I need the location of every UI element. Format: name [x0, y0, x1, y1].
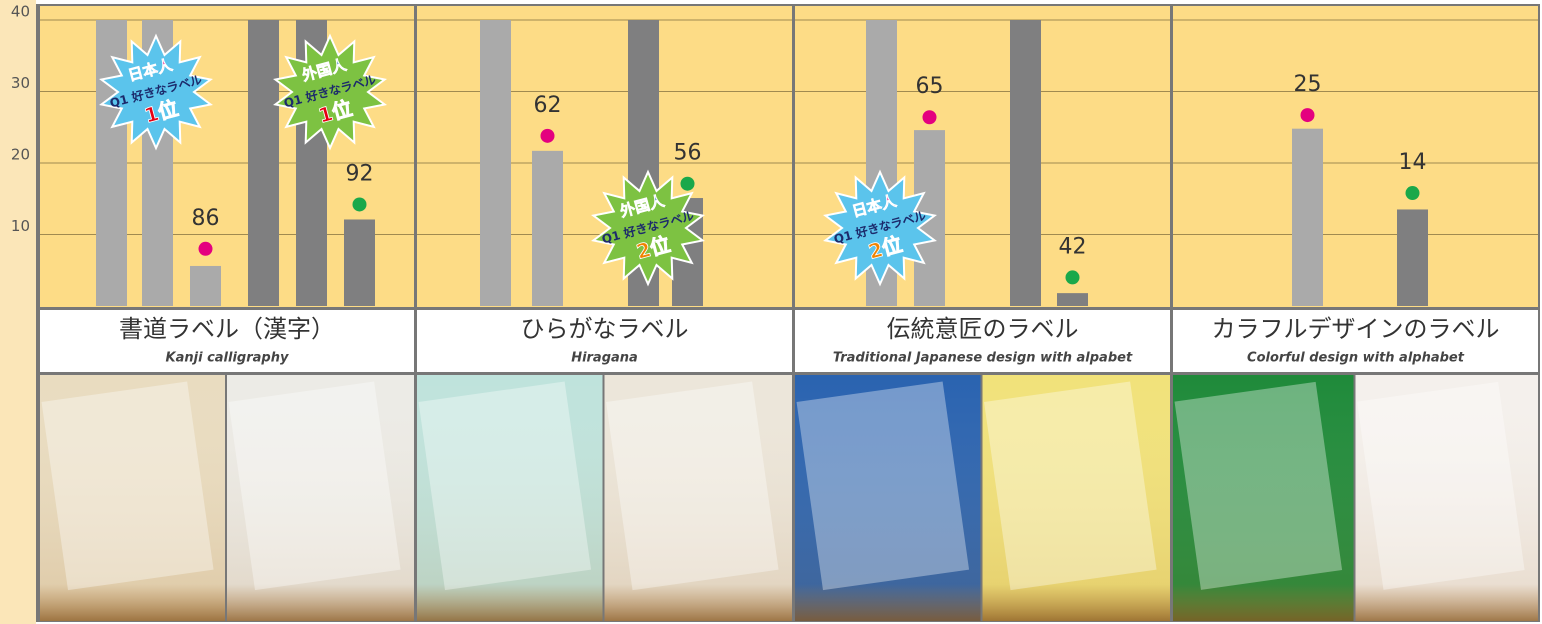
- dot-label: 62: [534, 93, 562, 118]
- bar: [248, 20, 279, 306]
- panel-title: ひらがなラベル: [521, 315, 689, 343]
- dot-label: 86: [192, 206, 220, 231]
- panel-subtitle: Hiragana: [571, 351, 638, 366]
- label-paper: [419, 381, 592, 590]
- panel-subtitle: Traditional Japanese design with alpabet: [833, 351, 1133, 366]
- bar: [532, 151, 563, 306]
- dot: [1301, 108, 1315, 122]
- panel-subtitle: Colorful design with alphabet: [1247, 351, 1465, 366]
- y-tick-label: 30: [11, 74, 30, 92]
- bar: [344, 219, 375, 306]
- label-paper: [606, 381, 779, 590]
- dot-label: 56: [674, 141, 702, 166]
- chart: 10203040書道ラベル（漢字）Kanji calligraphy8692日本…: [0, 0, 1542, 624]
- label-paper: [1175, 382, 1343, 590]
- y-tick-label: 10: [11, 217, 30, 235]
- dot-label: 65: [916, 74, 944, 99]
- dot: [353, 197, 367, 211]
- y-tick-label: 40: [11, 3, 30, 21]
- label-paper: [797, 381, 970, 590]
- bar: [1057, 293, 1088, 306]
- plot-area: [795, 6, 1170, 307]
- dot-label: 92: [346, 161, 374, 186]
- label-paper: [984, 381, 1157, 590]
- panel-title: 書道ラベル（漢字）: [119, 315, 335, 343]
- dot: [541, 129, 555, 143]
- label-paper: [1357, 382, 1525, 590]
- dot: [199, 242, 213, 256]
- panel-subtitle: Kanji calligraphy: [166, 351, 289, 366]
- y-axis-strip: [0, 0, 36, 624]
- bar: [480, 20, 511, 306]
- dot: [923, 110, 937, 124]
- dot: [681, 177, 695, 191]
- dot-label: 25: [1294, 72, 1322, 97]
- dot: [1406, 186, 1420, 200]
- label-paper: [42, 382, 214, 591]
- y-tick-label: 20: [11, 146, 30, 164]
- dot-label: 14: [1399, 150, 1427, 175]
- plot-area: [1173, 6, 1538, 307]
- panel-title: 伝統意匠のラベル: [887, 315, 1079, 343]
- dot-label: 42: [1059, 234, 1087, 259]
- bar: [190, 266, 221, 306]
- label-paper: [229, 382, 401, 591]
- bar: [1292, 129, 1323, 306]
- panel-title: カラフルデザインのラベル: [1212, 315, 1500, 343]
- bar: [1397, 209, 1428, 306]
- dot: [1066, 270, 1080, 284]
- bar: [1010, 20, 1041, 306]
